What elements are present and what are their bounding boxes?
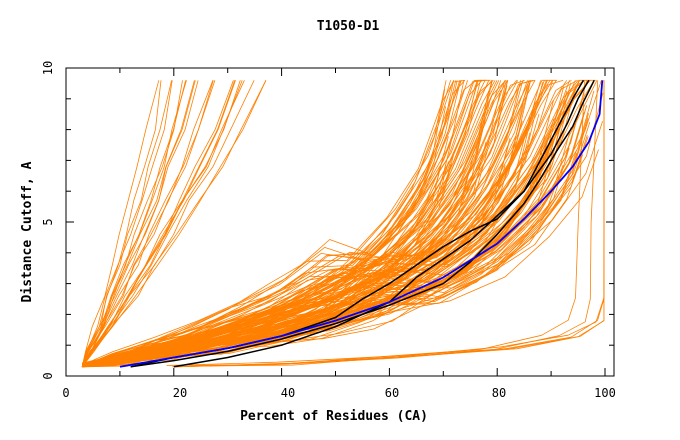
- model-line: [82, 80, 557, 368]
- model-line: [82, 121, 591, 364]
- model-line: [82, 80, 508, 368]
- model-line: [82, 79, 477, 368]
- model-line: [82, 79, 494, 368]
- model-line: [169, 80, 599, 366]
- chart-title: T1050-D1: [317, 19, 380, 34]
- model-line: [81, 80, 160, 367]
- model-blue: [119, 80, 604, 368]
- model-line: [82, 80, 451, 367]
- x-tick-label: 0: [62, 386, 69, 400]
- x-tick-label: 80: [492, 386, 506, 400]
- model-line: [81, 80, 267, 367]
- y-axis-label: Distance Cutoff, A: [20, 161, 35, 302]
- y-tick-label: 0: [41, 372, 55, 379]
- model-line: [81, 80, 245, 367]
- model-line: [176, 80, 605, 368]
- y-tick-label: 10: [41, 61, 55, 75]
- x-tick-label: 40: [281, 386, 295, 400]
- model-line: [82, 79, 488, 367]
- plot-lines: [81, 79, 605, 368]
- model-line: [82, 79, 585, 366]
- model-line: [82, 80, 500, 368]
- model-line: [82, 106, 569, 368]
- model-black-1: [173, 79, 590, 368]
- model-black-3: [130, 79, 595, 368]
- model-line: [81, 80, 241, 368]
- x-tick-label: 100: [594, 386, 616, 400]
- model-line: [81, 80, 255, 368]
- model-line: [81, 80, 196, 367]
- model-line: [82, 79, 491, 366]
- x-tick-label: 60: [385, 386, 399, 400]
- y-tick-label: 5: [41, 218, 55, 225]
- model-line: [82, 153, 445, 368]
- x-axis-label: Percent of Residues (CA): [240, 409, 428, 424]
- model-line: [81, 80, 236, 368]
- model-line: [81, 80, 186, 367]
- model-line: [82, 149, 577, 368]
- model-line: [81, 80, 172, 367]
- axis-ticks: [65, 67, 614, 377]
- model-line: [82, 79, 486, 364]
- x-tick-label: 20: [173, 386, 187, 400]
- model-line: [81, 80, 214, 367]
- model-line: [81, 80, 162, 367]
- model-line: [82, 80, 455, 368]
- model-line: [82, 120, 603, 368]
- model-line: [82, 80, 598, 368]
- model-line: [81, 80, 214, 368]
- model-line: [82, 80, 490, 365]
